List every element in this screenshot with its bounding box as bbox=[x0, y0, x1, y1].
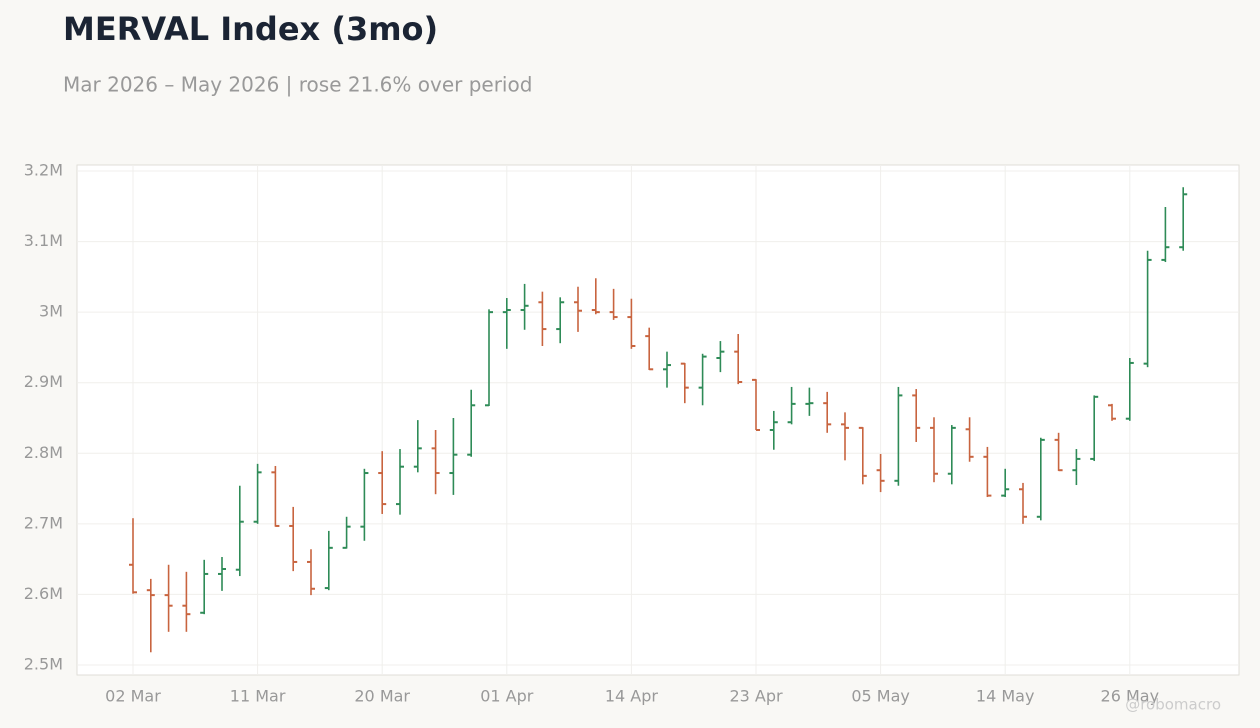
x-tick-label: 26 May bbox=[1101, 687, 1160, 706]
y-tick-label: 2.7M bbox=[24, 513, 63, 532]
x-tick-label: 14 Apr bbox=[605, 687, 659, 706]
plot-area bbox=[76, 164, 1240, 676]
y-tick-label: 3.1M bbox=[24, 231, 63, 250]
y-tick-label: 3.2M bbox=[24, 160, 63, 179]
chart-title: MERVAL Index (3mo) bbox=[63, 10, 438, 48]
x-tick-label: 11 Mar bbox=[230, 687, 286, 706]
watermark: @robomacro bbox=[1125, 696, 1221, 714]
x-tick-label: 23 Apr bbox=[729, 687, 783, 706]
x-tick-label: 01 Apr bbox=[480, 687, 534, 706]
y-tick-label: 2.8M bbox=[24, 443, 63, 462]
x-tick-label: 05 May bbox=[851, 687, 910, 706]
x-tick-label: 02 Mar bbox=[105, 687, 161, 706]
y-tick-label: 2.5M bbox=[24, 654, 63, 673]
x-tick-label: 20 Mar bbox=[354, 687, 410, 706]
chart-subtitle: Mar 2026 – May 2026 | rose 21.6% over pe… bbox=[63, 73, 532, 97]
y-tick-label: 2.6M bbox=[24, 584, 63, 603]
y-tick-label: 3M bbox=[39, 302, 63, 321]
y-tick-label: 2.9M bbox=[24, 372, 63, 391]
x-tick-label: 14 May bbox=[976, 687, 1035, 706]
